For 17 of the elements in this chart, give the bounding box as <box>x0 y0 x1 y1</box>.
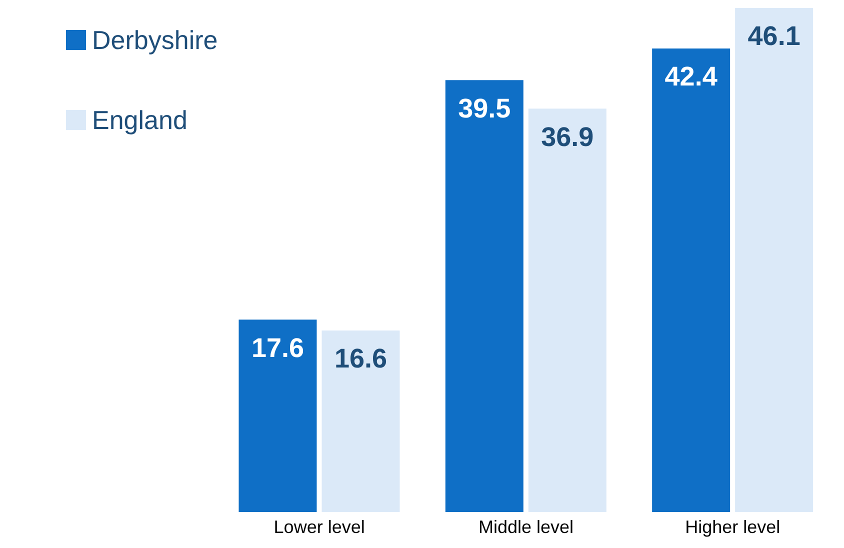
x-tick-label: Higher level <box>685 516 780 537</box>
bar <box>445 80 524 512</box>
legend-label: England <box>92 104 188 136</box>
data-label: 16.6 <box>334 344 388 374</box>
data-label: 46.1 <box>748 21 800 52</box>
legend-label: Derbyshire <box>92 24 218 56</box>
bar <box>238 320 317 512</box>
bar <box>735 8 814 512</box>
data-label: 39.5 <box>458 93 511 124</box>
bar <box>652 48 730 512</box>
data-label: 36.9 <box>541 122 594 152</box>
x-tick-label: Lower level <box>274 516 365 537</box>
x-tick-label: Middle level <box>478 516 574 537</box>
bar <box>528 108 606 512</box>
bar <box>322 330 400 512</box>
data-label: 42.4 <box>664 62 718 92</box>
data-label: 17.6 <box>251 332 304 363</box>
